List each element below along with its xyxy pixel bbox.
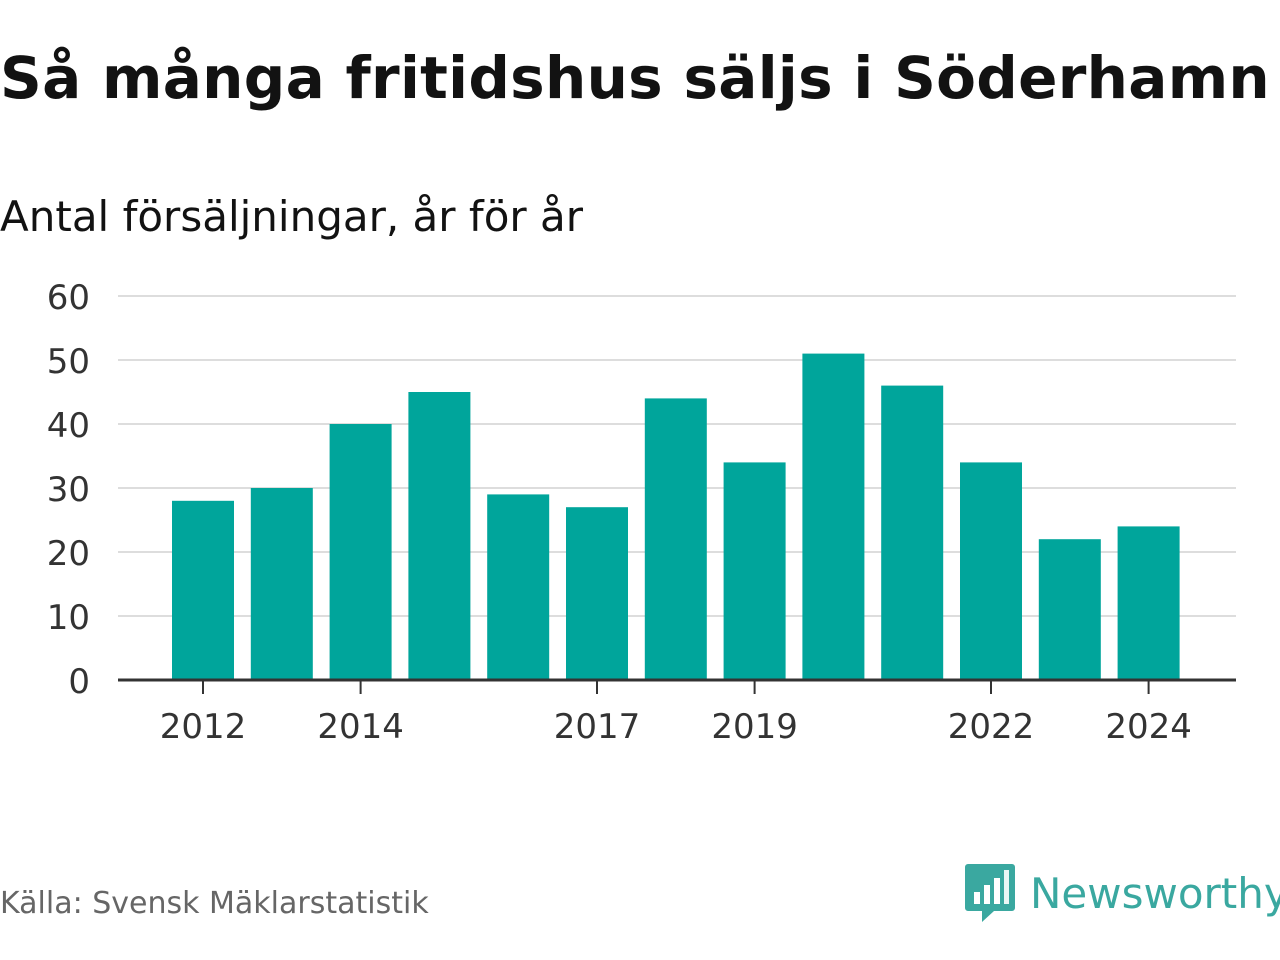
x-tick-label: 2024	[1105, 707, 1192, 747]
y-tick-label: 10	[47, 598, 90, 638]
bar-2019	[723, 462, 786, 680]
bar-2024	[1117, 526, 1180, 680]
bar-2020	[802, 353, 865, 680]
bar-2016	[487, 494, 550, 680]
x-tick-label: 2019	[711, 707, 798, 747]
y-tick-label: 30	[47, 470, 90, 510]
bar-2023	[1038, 539, 1101, 680]
x-tick-label: 2022	[948, 707, 1035, 747]
chart-subtitle: Antal försäljningar, år för år	[0, 192, 584, 241]
newsworthy-logo-icon	[965, 864, 1015, 922]
x-tick-label: 2012	[160, 707, 247, 747]
y-tick-label: 20	[47, 534, 90, 574]
y-axis-tick-labels: 0 10 20 30 40 50 60	[47, 278, 90, 702]
bar-2015	[408, 392, 471, 680]
x-tick-label: 2014	[317, 707, 404, 747]
bars	[172, 353, 1180, 680]
x-axis: 2012 2014 2017 2019 2022 2024	[118, 678, 1236, 747]
bar-chart: 0 10 20 30 40 50 60 2012 2014 2017 2019 2022 2024	[47, 278, 1236, 747]
y-tick-label: 50	[47, 342, 90, 382]
chart-title: Så många fritidshus säljs i Söderhamn	[0, 44, 1271, 112]
y-tick-label: 40	[47, 406, 90, 446]
bar-2021	[881, 385, 944, 680]
bar-2017	[566, 507, 628, 680]
bar-2018	[644, 398, 707, 680]
bar-2022	[960, 462, 1022, 680]
source-note: Källa: Svensk Mäklarstatistik	[0, 886, 429, 921]
brand-name: Newsworthy	[1030, 868, 1280, 918]
bar-2012	[172, 500, 234, 680]
bar-2013	[250, 488, 313, 680]
brand-logo: Newsworthy	[964, 862, 1280, 924]
y-tick-label: 60	[47, 278, 90, 318]
x-tick-label: 2017	[554, 707, 641, 747]
y-tick-label: 0	[68, 662, 90, 702]
bar-2014	[329, 424, 392, 680]
